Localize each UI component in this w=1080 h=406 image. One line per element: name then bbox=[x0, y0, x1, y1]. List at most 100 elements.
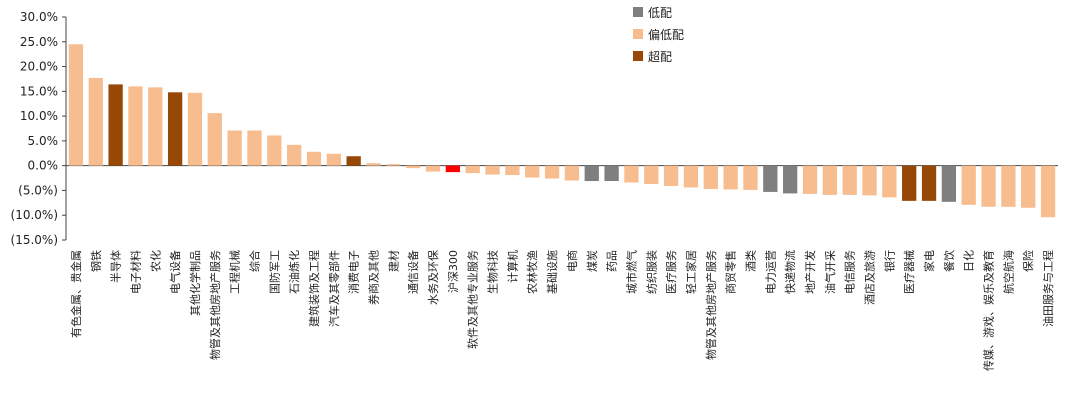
x-tick-label: 汽车及其零部件 bbox=[327, 250, 341, 327]
x-tick-label: 酒店及旅游 bbox=[863, 250, 877, 305]
bar bbox=[386, 164, 401, 166]
x-tick-label: 工程机械 bbox=[228, 250, 242, 294]
bar bbox=[723, 165, 738, 190]
legend-swatch bbox=[633, 7, 643, 17]
x-tick-label: 油田服务与工程 bbox=[1041, 250, 1055, 327]
bar bbox=[981, 165, 996, 207]
bar bbox=[68, 44, 84, 166]
y-tick-label: 5.0% bbox=[28, 134, 59, 148]
x-tick-label: 有色金属、贵金属 bbox=[69, 250, 83, 338]
x-tick-label: 券商及其他 bbox=[367, 250, 381, 305]
bar bbox=[326, 153, 341, 166]
y-tick-label: (15.0%) bbox=[11, 233, 58, 247]
x-tick-label: 电力运营 bbox=[763, 250, 777, 294]
bar bbox=[822, 165, 837, 195]
bar bbox=[961, 165, 976, 205]
bar bbox=[207, 113, 222, 166]
bar bbox=[882, 165, 897, 198]
x-tick-label: 地产开发 bbox=[803, 250, 817, 294]
y-tick-label: 0.0% bbox=[28, 159, 59, 173]
bar bbox=[902, 165, 917, 201]
y-axis: (15.0%) (10.0%) (5.0%) 0.0% 5.0% 10.0% 15.0% 20… bbox=[11, 10, 1058, 247]
x-tick-label: 药品 bbox=[606, 250, 619, 272]
x-tick-label: 医疗器械 bbox=[902, 250, 916, 294]
bar bbox=[624, 165, 639, 183]
y-tick-label: 10.0% bbox=[20, 109, 58, 123]
bar bbox=[128, 86, 143, 166]
bar bbox=[604, 165, 619, 182]
bar bbox=[485, 165, 500, 175]
x-tick-label: 电气设备 bbox=[168, 250, 182, 294]
x-tick-label: 物管及其他房地产服务 bbox=[208, 250, 222, 360]
bar bbox=[544, 165, 560, 179]
x-tick-label: 水务及环保 bbox=[426, 250, 440, 305]
y-tick-label: 15.0% bbox=[20, 84, 58, 98]
x-tick-label: 半导体 bbox=[109, 250, 123, 283]
bar bbox=[564, 165, 580, 181]
x-tick-label: 日化 bbox=[962, 250, 976, 272]
bar bbox=[108, 84, 123, 166]
bar bbox=[842, 165, 857, 195]
x-tick-label: 保险 bbox=[1021, 250, 1035, 272]
bar bbox=[941, 165, 957, 202]
bar bbox=[287, 144, 302, 166]
x-tick-label: 家电 bbox=[922, 250, 936, 272]
y-tick-label: 20.0% bbox=[20, 60, 58, 74]
x-tick-label: 通信设备 bbox=[406, 250, 420, 294]
bars bbox=[68, 44, 1056, 218]
x-tick-label: 电子材料 bbox=[128, 250, 142, 294]
x-tick-label: 建筑装饰及工程 bbox=[307, 250, 321, 327]
bar bbox=[306, 151, 322, 166]
x-tick-label: 建材 bbox=[386, 250, 400, 272]
x-tick-label: 电商 bbox=[565, 250, 579, 272]
x-tick-label: 国防军工 bbox=[267, 250, 281, 294]
x-tick-label: 传媒、游戏、娱乐及教育 bbox=[982, 250, 996, 371]
y-tick-label: (5.0%) bbox=[18, 183, 58, 197]
x-tick-label: 纺织服装 bbox=[644, 250, 658, 294]
bar bbox=[1021, 165, 1036, 208]
bar bbox=[663, 165, 679, 186]
x-tick-label: 餐饮 bbox=[942, 250, 956, 272]
legend-label: 偏低配 bbox=[648, 27, 684, 42]
bar bbox=[921, 165, 937, 201]
bar bbox=[525, 165, 540, 178]
x-tick-label: 消费电子 bbox=[347, 250, 361, 294]
bar bbox=[1040, 165, 1056, 218]
bar bbox=[167, 92, 183, 166]
bar bbox=[743, 165, 758, 190]
bar bbox=[366, 163, 381, 166]
x-tick-label: 石油炼化 bbox=[287, 250, 301, 294]
x-tick-label: 物管及其他房地产服务 bbox=[704, 250, 718, 360]
x-tick-label: 钢铁 bbox=[90, 250, 103, 272]
x-tick-label: 农化 bbox=[148, 250, 162, 272]
x-tick-label: 城市燃气 bbox=[624, 250, 638, 294]
bar bbox=[862, 165, 877, 196]
y-tick-label: 30.0% bbox=[20, 10, 58, 24]
x-tick-label: 综合 bbox=[247, 250, 261, 272]
bar bbox=[465, 165, 480, 174]
legend-label: 超配 bbox=[648, 49, 672, 64]
bar bbox=[247, 130, 262, 166]
bar bbox=[505, 165, 520, 176]
x-tick-label: 医疗服务 bbox=[664, 250, 678, 294]
bar bbox=[644, 165, 659, 185]
bar bbox=[406, 165, 421, 169]
y-tick-label: (10.0%) bbox=[11, 208, 58, 222]
x-tick-label: 农林牧渔 bbox=[525, 250, 539, 294]
x-tick-label: 商贸零售 bbox=[724, 250, 738, 294]
x-tick-label: 油气开采 bbox=[823, 250, 837, 294]
x-tick-label: 软件及其他专业服务 bbox=[466, 250, 480, 349]
x-axis-labels: 有色金属、贵金属 钢铁 半导体 电子材料 农化 电气设备 其他化学制品 物管及其他房地产服务工… bbox=[69, 250, 1055, 371]
x-tick-label: 煤炭 bbox=[586, 250, 599, 272]
x-tick-label: 快递物流 bbox=[783, 250, 797, 294]
bar bbox=[584, 165, 599, 182]
bar bbox=[802, 165, 818, 194]
bar bbox=[783, 165, 798, 194]
bar bbox=[703, 165, 718, 189]
x-tick-label: 计算机 bbox=[505, 250, 519, 283]
bar bbox=[346, 156, 361, 166]
bar bbox=[683, 165, 699, 188]
bar bbox=[267, 135, 282, 166]
